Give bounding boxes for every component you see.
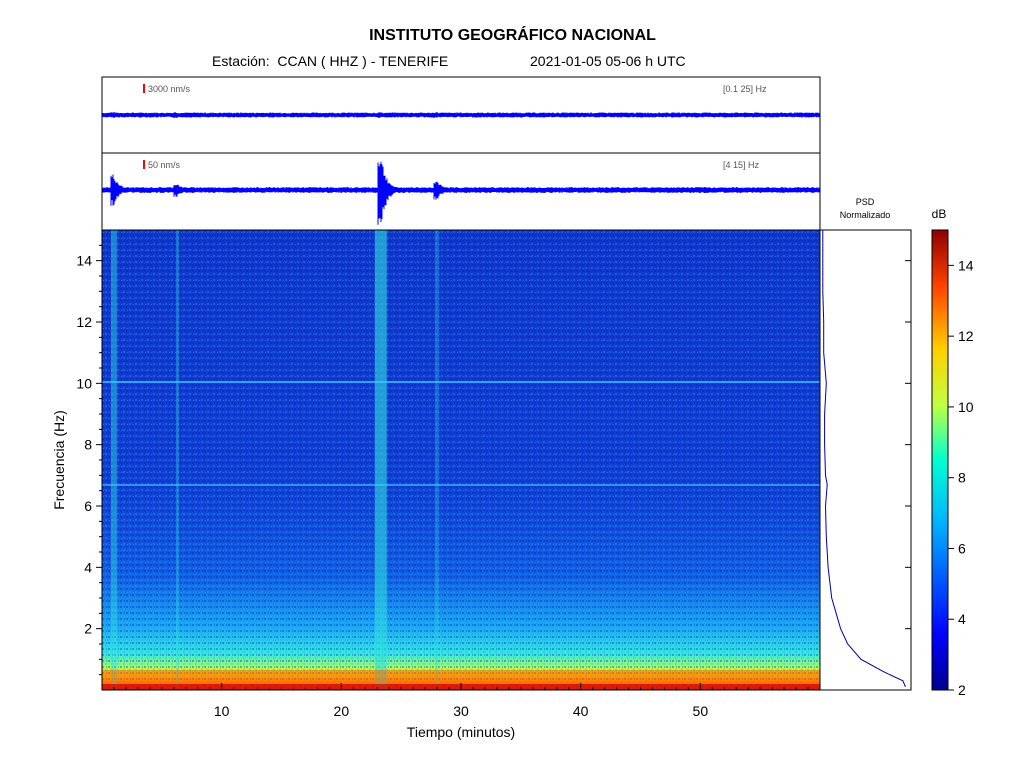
x-tick-label: 30 — [453, 703, 469, 719]
station-label: Estación: — [212, 53, 270, 69]
psd-curve — [822, 230, 906, 688]
y-tick-label: 2 — [84, 621, 92, 637]
x-axis-ticks: 10 20 30 40 50 — [113, 683, 809, 719]
y-tick-label: 4 — [84, 559, 92, 575]
colorbar-tick-label: 8 — [958, 470, 966, 486]
event-column — [435, 230, 440, 690]
x-tick-label: 50 — [693, 703, 709, 719]
station-line: Estación: CCAN ( HHZ ) - TENERIFE — [212, 53, 448, 69]
x-tick-label: 20 — [334, 703, 350, 719]
psd-ticks — [905, 260, 911, 630]
scale-label-top: 3000 nm/s — [148, 84, 191, 94]
colorbar-tick-label: 6 — [958, 540, 966, 556]
event-column — [110, 230, 117, 690]
y-tick-label: 14 — [76, 253, 92, 269]
colorbar-ticks: 2 4 6 8 10 12 14 — [948, 257, 974, 698]
band-label-bottom: [4 15] Hz — [723, 160, 760, 170]
spectrogram-events — [110, 230, 440, 690]
harmonic-line-10hz — [102, 381, 820, 383]
y-axis-ticks: 2 4 6 8 10 12 14 — [76, 244, 102, 676]
harmonic-line-6-7hz — [102, 484, 820, 486]
y-tick-label: 6 — [84, 498, 92, 514]
x-axis-label: Tiempo (minutos) — [407, 724, 515, 740]
colorbar-unit: dB — [932, 207, 947, 221]
trace-filtered-line — [102, 161, 820, 225]
psd-sublabel: Normalizado — [840, 210, 891, 220]
scale-label-bottom: 50 nm/s — [148, 160, 181, 170]
psd-label: PSD — [856, 197, 875, 207]
trace-panel-broadband: 3000 nm/s [0.1 25] Hz — [101, 76, 821, 154]
colorbar-tick-label: 12 — [958, 328, 974, 344]
trace-broadband-line — [102, 112, 820, 118]
date-time: 2021-01-05 05-06 h UTC — [530, 53, 686, 69]
y-tick-label: 10 — [76, 375, 92, 391]
event-column — [374, 230, 387, 690]
scale-bar-top — [143, 84, 145, 93]
colorbar-tick-label: 2 — [958, 682, 966, 698]
y-axis-label: Frecuencia (Hz) — [51, 410, 67, 510]
station-name: CCAN ( HHZ ) - TENERIFE — [277, 53, 449, 69]
colorbar-tick-label: 14 — [958, 257, 974, 273]
page-title: INSTITUTO GEOGRÁFICO NACIONAL — [369, 27, 656, 44]
scale-bar-bottom — [143, 160, 145, 169]
y-tick-label: 12 — [76, 314, 92, 330]
event-column — [175, 230, 179, 690]
psd-panel: PSD Normalizado — [819, 197, 912, 691]
trace-panel-filtered: 50 nm/s [4 15] Hz — [101, 152, 821, 231]
y-tick-label: 8 — [84, 437, 92, 453]
colorbar-tick-label: 4 — [958, 611, 966, 627]
colorbar: dB 2 4 6 8 10 12 14 — [931, 207, 974, 698]
colorbar-tick-label: 10 — [958, 399, 974, 415]
spectrogram: 10 20 30 40 50 2 4 6 8 10 12 14 Tiempo (minutos) F… — [51, 229, 821, 740]
x-tick-label: 10 — [214, 703, 230, 719]
x-tick-label: 40 — [573, 703, 589, 719]
band-label-top: [0.1 25] Hz — [723, 84, 767, 94]
